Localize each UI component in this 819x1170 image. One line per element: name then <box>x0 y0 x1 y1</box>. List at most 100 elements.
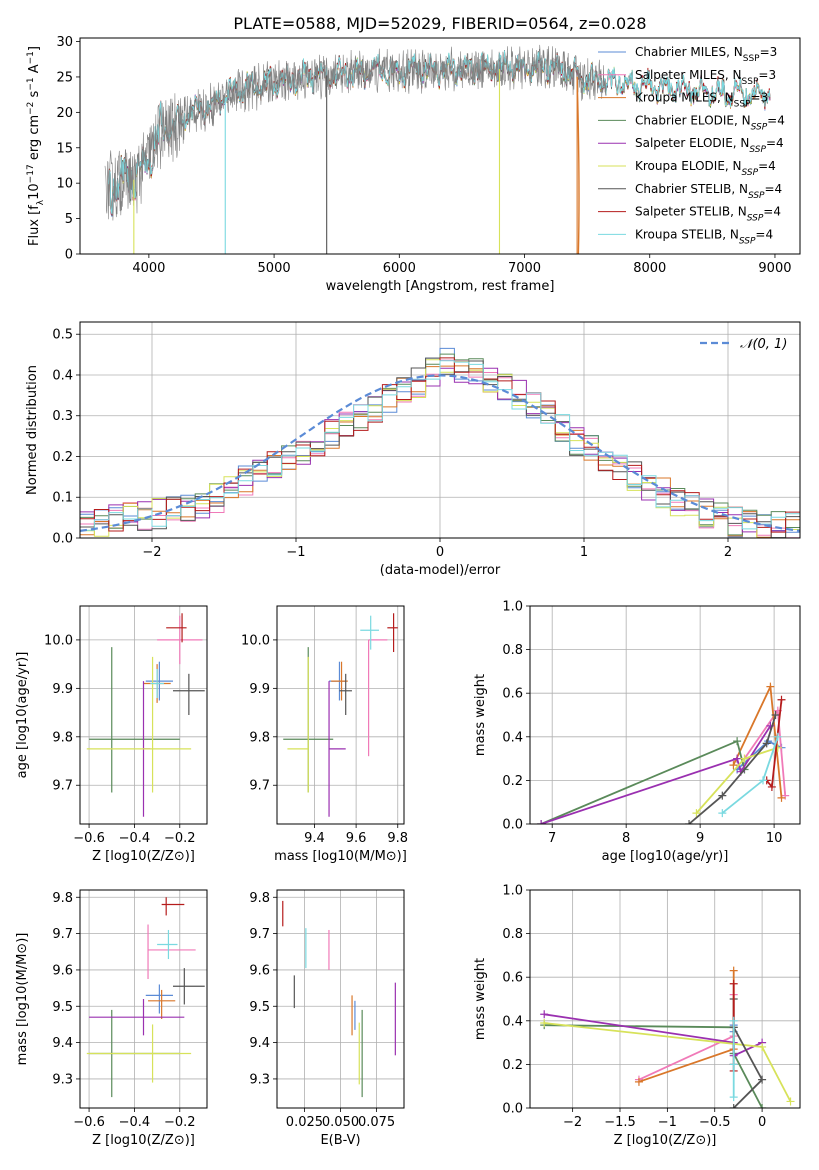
y-tick-label: 0.5 <box>52 328 73 343</box>
x-axis-label: wavelength [Angstrom, rest frame] <box>326 279 555 294</box>
axes-frame <box>529 889 801 1109</box>
y-tick-label: 9.7 <box>52 779 73 794</box>
legend-entry: Kroupa STELIB, NSSP=4 <box>635 227 773 246</box>
x-tick-label: 9 <box>696 831 704 846</box>
error-point-salpeter-miles <box>368 639 388 757</box>
series-marker <box>786 1097 795 1106</box>
series-line <box>540 739 746 824</box>
error-point-salpeter-elodie <box>328 681 346 817</box>
y-tick-label: 0.0 <box>502 1102 523 1117</box>
series-marker <box>733 737 742 746</box>
y-tick-label: 9.9 <box>249 682 270 697</box>
series-marker <box>685 820 694 824</box>
axes-massweight_vs_age: 7 8 9 10 0.0 0.2 0.4 0.6 0.8 1.0 age [log10(age/yr… <box>473 600 801 864</box>
panel-age_vs_mass: 9.4 9.6 9.8 9.7 9.8 9.9 10.0 mass [log10(M/M⊙)] <box>241 605 408 864</box>
error-point-chabrier-elodie <box>89 647 180 793</box>
axes-frame <box>79 889 208 1109</box>
series-marker <box>729 1093 738 1102</box>
y-tick-label: 0.6 <box>502 971 523 986</box>
panel-massweight_vs_age: 7 8 9 10 0.0 0.2 0.4 0.6 0.8 1.0 age [log10(age/yr… <box>473 600 801 864</box>
legend-entry: Kroupa MILES, NSSP=3 <box>635 91 768 110</box>
y-axis-label: mass weight <box>473 958 488 1040</box>
legend-entry: Salpeter MILES, NSSP=3 <box>635 68 776 87</box>
error-point-salpeter-stelib <box>161 897 185 916</box>
x-tick-label: 1 <box>580 545 588 560</box>
x-tick-label: 9.8 <box>387 831 408 846</box>
y-tick-label: 0.0 <box>52 532 73 547</box>
series-marker <box>781 791 790 800</box>
panel-massweight_vs_Z: −2 −1.5 −1 −0.5 0 0.0 0.2 0.4 0.6 0.8 1.0 Z [log10(… <box>473 884 801 1148</box>
panel-spectrum: 4000 5000 6000 7000 8000 9000 0 5 10 15 20 25 30 Chab… <box>26 35 801 294</box>
x-axis-label: Z [log10(Z/Z⊙)] <box>92 849 195 864</box>
error-point-chabrier-stelib <box>339 673 352 715</box>
plot-area-residuals <box>80 347 800 538</box>
x-tick-label: 9.4 <box>304 831 325 846</box>
error-point-kroupa-stelib <box>150 668 164 699</box>
legend-entry: 𝒩(0, 1) <box>740 337 787 352</box>
error-point-salpeter-elodie <box>89 999 185 1036</box>
plot-area-spectrum <box>104 44 771 254</box>
series-marker <box>634 1077 643 1086</box>
x-tick-label: 9000 <box>758 261 791 276</box>
error-point-salpeter-stelib <box>166 613 187 643</box>
panel-age_vs_Z: −0.6 −0.4 −0.2 9.7 9.8 9.9 10.0 Z [log10(Z/Z⊙)]… <box>15 605 208 864</box>
x-tick-label: 0.025 <box>286 1115 323 1130</box>
error-point-kroupa-stelib <box>360 615 380 650</box>
error-point-salpeter-miles <box>147 924 196 980</box>
axes-frame <box>529 605 801 825</box>
normal-curve <box>80 374 800 532</box>
series-marker <box>733 754 742 763</box>
series-marker <box>758 1104 767 1108</box>
series-marker <box>767 782 776 791</box>
y-tick-label: 9.3 <box>249 1072 270 1087</box>
y-axis-label: age [log10(age/yr)] <box>15 652 30 779</box>
chart-layer: 4000 5000 6000 7000 8000 9000051015202530Chab… <box>15 35 801 1148</box>
plot-area-massweight_vs_age <box>537 682 790 824</box>
axes-age_vs_Z: −0.6 −0.4 −0.2 9.7 9.8 9.9 10.0 Z [log10(Z/Z⊙)]… <box>15 605 208 864</box>
x-tick-label: 9.6 <box>346 831 367 846</box>
error-point-salpeter-miles <box>157 615 203 665</box>
series-marker <box>771 711 780 719</box>
y-tick-label: 15 <box>56 141 73 156</box>
y-tick-label: 9.9 <box>52 682 73 697</box>
y-tick-label: 9.8 <box>249 891 270 906</box>
series-marker <box>773 732 782 741</box>
error-point-chabrier-miles <box>145 984 173 1014</box>
y-axis-label: Flux [fλ10−17 erg cm−2 s−1 A−1] <box>26 46 46 246</box>
x-axis-label: mass [log10(M/M⊙)] <box>274 849 407 864</box>
y-axis-label: mass weight <box>473 674 488 756</box>
axes-frame <box>79 321 801 539</box>
error-point-chabrier-stelib <box>172 673 205 715</box>
x-tick-label: −0.4 <box>119 1115 151 1130</box>
y-tick-label: 30 <box>56 35 73 50</box>
series-marker <box>729 1104 738 1108</box>
x-axis-label: Z [log10(Z/Z⊙)] <box>614 1133 717 1148</box>
x-tick-label: 8000 <box>633 261 666 276</box>
x-tick-label: −1 <box>658 1115 677 1130</box>
x-tick-label: −1 <box>286 545 305 560</box>
y-tick-label: 9.5 <box>249 1000 270 1015</box>
series-marker <box>537 820 546 824</box>
series-marker <box>540 1018 549 1027</box>
series-marker <box>729 761 738 770</box>
series-marker <box>718 791 727 800</box>
axes-frame <box>79 605 208 825</box>
y-tick-label: 9.4 <box>52 1036 73 1051</box>
y-tick-label: 9.3 <box>52 1072 73 1087</box>
y-tick-label: 9.6 <box>52 963 73 978</box>
x-tick-label: 5000 <box>258 261 291 276</box>
y-tick-label: 0.4 <box>502 730 523 745</box>
y-tick-label: 0.2 <box>502 1058 523 1073</box>
series-kroupa-elodie <box>692 743 782 818</box>
data-spectrum-line <box>104 44 607 221</box>
plot-area-age_vs_mass <box>283 613 398 817</box>
panel-residuals: −2 −1 0 1 2 0.0 0.1 0.2 0.3 0.4 0.5 𝒩(0, 1) (data-mo… <box>25 321 801 578</box>
legend-entry: Kroupa ELODIE, NSSP=4 <box>635 159 776 178</box>
series-line <box>638 994 735 1081</box>
error-point-kroupa-elodie <box>287 656 309 793</box>
series-marker <box>777 695 786 704</box>
y-tick-label: 9.7 <box>249 779 270 794</box>
y-tick-label: 9.6 <box>249 963 270 978</box>
series-marker <box>540 1010 549 1019</box>
